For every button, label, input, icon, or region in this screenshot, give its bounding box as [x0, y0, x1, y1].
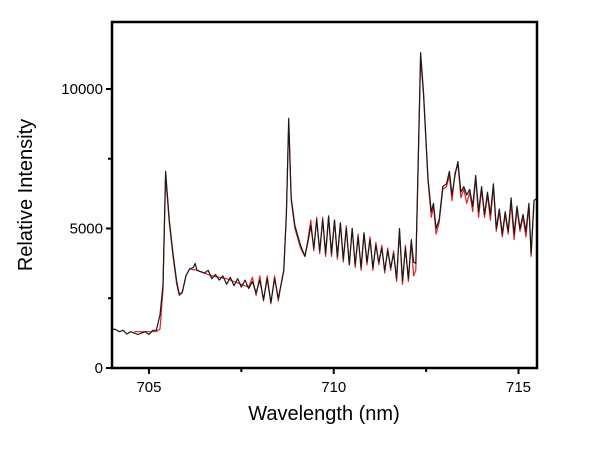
y-tick-label: 5000 [70, 220, 103, 237]
x-tick-label: 710 [321, 379, 346, 396]
x-axis-title: Wavelength (nm) [248, 403, 400, 425]
plot-frame [110, 20, 539, 370]
axis-ticks: 705 710 715 0 5000 10000 [61, 81, 531, 396]
plot-lines [111, 52, 538, 336]
x-tick-label: 715 [506, 379, 531, 396]
y-axis-title: Relative Intensity [15, 119, 37, 271]
y-tick-label: 0 [95, 360, 103, 377]
x-tick-label: 705 [136, 379, 161, 396]
y-tick-label: 10000 [61, 81, 103, 98]
series-line-1 [111, 52, 538, 336]
